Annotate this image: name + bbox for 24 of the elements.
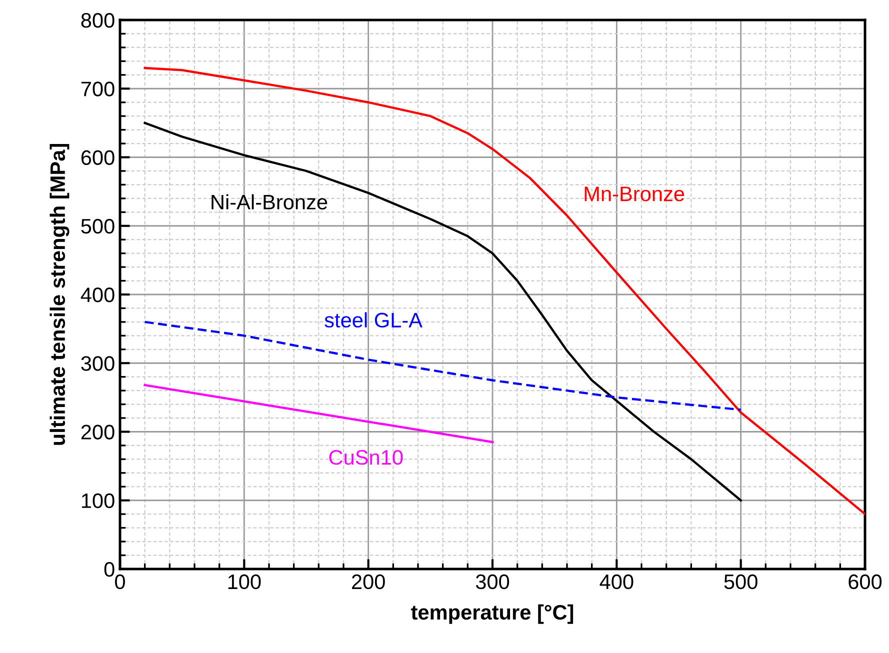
y-tick-label: 0 <box>104 562 114 577</box>
x-tick-label: 100 <box>228 574 261 590</box>
y-axis-title: ultimate tensile strength [MPa] <box>50 144 70 445</box>
series-label: CuSn10 <box>329 450 403 465</box>
x-tick-label: 300 <box>476 574 510 590</box>
x-tick-label: 200 <box>352 574 385 590</box>
y-tick-label: 500 <box>81 218 114 234</box>
line-series <box>144 122 742 502</box>
series-label: Mn-Bronze <box>584 186 684 202</box>
y-tick-label: 400 <box>80 288 114 302</box>
y-tick-label: 200 <box>81 424 114 440</box>
x-tick-label: 0 <box>115 574 125 590</box>
y-tick-label: 100 <box>82 493 114 508</box>
y-tick-label: 800 <box>81 13 114 28</box>
x-tick-label: 600 <box>848 574 882 590</box>
x-tick-label: 400 <box>600 574 634 590</box>
y-tick-label: 600 <box>81 150 114 166</box>
y-tick-label: 300 <box>81 356 114 371</box>
x-axis-title: temperature [°C] <box>411 604 574 624</box>
series-label: steel GL-A <box>324 312 422 328</box>
y-tick-label: 700 <box>81 82 114 96</box>
x-tick-label: 500 <box>724 574 758 590</box>
series-label: Ni-Al-Bronze <box>212 194 328 210</box>
line-series <box>144 66 865 516</box>
